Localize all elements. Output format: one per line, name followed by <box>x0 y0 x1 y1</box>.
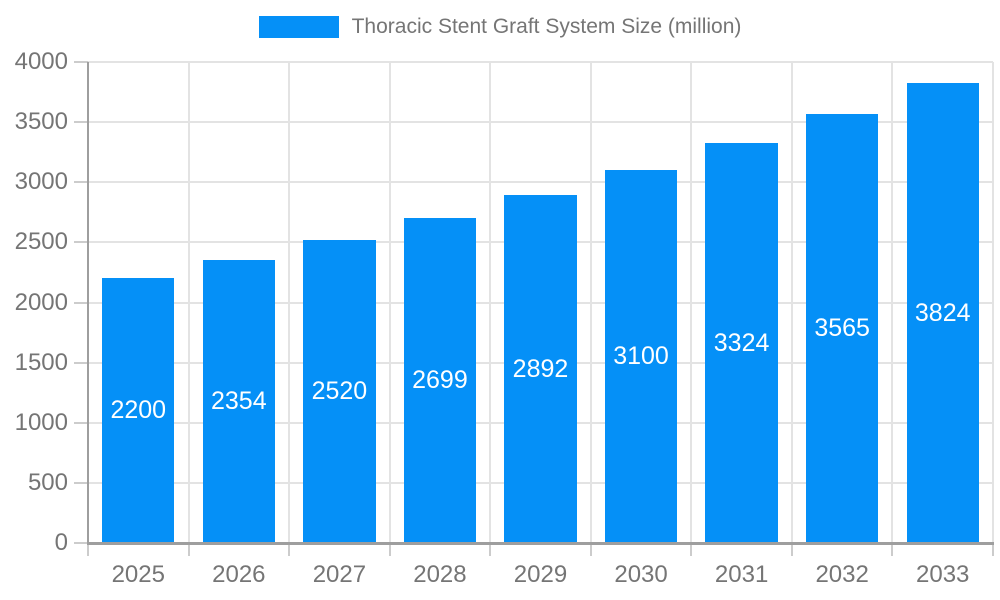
legend[interactable]: Thoracic Stent Graft System Size (millio… <box>0 16 1000 38</box>
y-tick-mark <box>74 181 88 184</box>
h-gridline <box>88 61 993 63</box>
x-axis-label: 2031 <box>714 561 769 588</box>
y-tick-mark <box>74 241 88 244</box>
y-axis-label: 3500 <box>14 108 68 136</box>
y-tick-mark <box>74 61 88 63</box>
bar[interactable]: 2200 <box>102 278 175 543</box>
v-gridline <box>187 62 190 543</box>
x-tick-mark <box>690 544 693 556</box>
bar-value-label: 3100 <box>613 342 669 371</box>
y-tick-mark <box>74 121 88 124</box>
x-tick-mark <box>187 544 190 556</box>
bar[interactable]: 2699 <box>403 218 477 543</box>
bar[interactable]: 3324 <box>705 143 778 543</box>
bar[interactable]: 3824 <box>906 83 979 543</box>
v-gridline <box>589 62 592 543</box>
v-gridline <box>388 62 391 543</box>
v-gridline <box>489 62 492 543</box>
y-axis-label: 2500 <box>14 228 68 256</box>
x-tick-mark <box>388 544 391 556</box>
v-gridline <box>790 62 793 543</box>
bar-value-label: 2354 <box>211 386 267 415</box>
bar[interactable]: 3565 <box>805 114 879 543</box>
bar[interactable]: 3100 <box>604 170 678 543</box>
x-tick-mark <box>992 544 994 556</box>
x-axis-label: 2033 <box>916 561 970 588</box>
legend-label: Thoracic Stent Graft System Size (millio… <box>351 15 742 38</box>
x-axis-line <box>87 542 994 545</box>
x-axis-label: 2029 <box>513 561 568 588</box>
bar-value-label: 2699 <box>412 366 468 395</box>
v-gridline <box>891 62 894 543</box>
y-tick-mark <box>74 481 88 484</box>
x-axis-label: 2028 <box>413 561 467 588</box>
x-tick-mark <box>288 544 291 556</box>
x-tick-mark <box>891 544 894 556</box>
bar[interactable]: 2520 <box>303 239 376 543</box>
x-tick-mark <box>790 544 793 556</box>
bar-value-label: 2892 <box>512 354 569 383</box>
bar[interactable]: 2892 <box>504 195 577 543</box>
h-gridline <box>88 181 993 184</box>
v-gridline <box>690 62 693 543</box>
x-axis-label: 2032 <box>815 561 869 588</box>
bar-value-label: 2200 <box>110 396 167 425</box>
y-axis-label: 3000 <box>14 168 68 196</box>
legend-swatch <box>258 16 339 38</box>
x-tick-mark <box>87 544 89 556</box>
x-tick-mark <box>589 544 592 556</box>
x-axis-label: 2027 <box>312 561 367 588</box>
y-axis-label: 2000 <box>14 288 68 316</box>
y-axis-label: 500 <box>27 468 68 496</box>
y-tick-mark <box>74 301 88 304</box>
x-axis-label: 2025 <box>111 561 165 588</box>
v-gridline <box>992 62 994 543</box>
bar-value-label: 3324 <box>713 328 770 357</box>
x-tick-mark <box>489 544 492 556</box>
y-axis-line <box>87 62 89 543</box>
y-tick-mark <box>74 361 88 364</box>
y-axis-label: 1500 <box>14 348 68 376</box>
v-gridline <box>288 62 291 543</box>
h-gridline <box>88 121 993 124</box>
x-axis-label: 2026 <box>212 561 266 588</box>
y-axis-label: 0 <box>54 529 68 556</box>
y-axis-label: 4000 <box>14 48 68 75</box>
y-axis-label: 1000 <box>14 408 68 436</box>
bar-value-label: 3824 <box>914 298 971 327</box>
bar-value-label: 2520 <box>311 376 368 405</box>
bar-value-label: 3565 <box>814 314 870 343</box>
y-tick-mark <box>74 421 88 424</box>
bar[interactable]: 2354 <box>202 259 276 543</box>
y-tick-mark <box>74 542 88 544</box>
x-axis-label: 2030 <box>614 561 668 588</box>
